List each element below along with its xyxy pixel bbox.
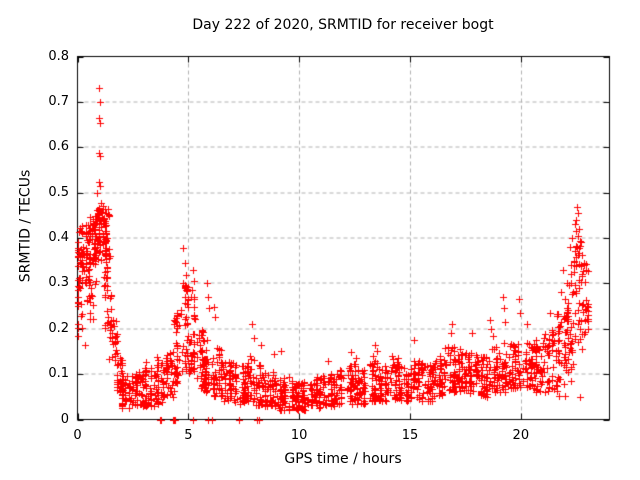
y-tick-label: 0.4: [48, 230, 69, 245]
y-tick-label: 0.8: [48, 48, 69, 64]
y-axis-label: SRMTID / TECUs: [17, 169, 34, 283]
x-tick-label: 15: [401, 428, 419, 443]
y-tick-label: 0.2: [48, 320, 69, 336]
x-tick-label: 5: [184, 428, 193, 443]
x-axis-label: GPS time / hours: [284, 451, 402, 467]
y-tick-label: 0.1: [48, 366, 69, 382]
y-tick-label: 0: [60, 411, 69, 427]
y-tick-label: 0.5: [48, 184, 69, 200]
y-tick-label: 0.6: [48, 139, 69, 155]
y-tick-label: 0.3: [48, 275, 69, 291]
x-tick-label: 0: [73, 428, 82, 443]
chart-title: Day 222 of 2020, SRMTID for receiver bog…: [192, 17, 494, 33]
x-tick-label: 10: [290, 428, 308, 443]
x-tick-label: 20: [512, 428, 530, 443]
y-tick-label: 0.7: [48, 93, 69, 109]
